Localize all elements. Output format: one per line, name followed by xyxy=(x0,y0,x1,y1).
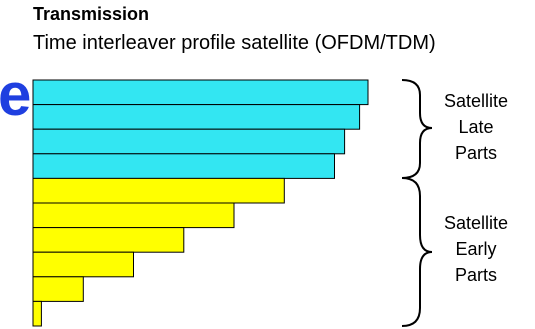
label-line: Parts xyxy=(454,265,497,285)
early-part-bar-6 xyxy=(32,300,42,327)
late-part-bar-1 xyxy=(32,79,369,106)
label-line: Satellite xyxy=(443,91,509,111)
late-part-bar-3 xyxy=(32,128,346,155)
satellite-late-parts-label: Satellite Late Parts xyxy=(428,88,524,166)
slide-heading: Transmission xyxy=(33,4,150,24)
late-parts-brace xyxy=(401,79,433,179)
early-part-bar-2 xyxy=(32,202,235,229)
satellite-early-parts-label: Satellite Early Parts xyxy=(428,210,524,288)
profile-bars xyxy=(32,79,369,327)
label-line: Late xyxy=(458,117,494,137)
early-parts-brace xyxy=(401,177,433,327)
label-line: Early xyxy=(455,239,497,259)
slide-subheading: Time interleaver profile satellite (OFDM… xyxy=(33,32,436,54)
early-part-bar-3 xyxy=(32,227,185,253)
early-part-bar-5 xyxy=(32,276,84,302)
late-part-bar-4 xyxy=(32,153,335,179)
early-part-bar-1 xyxy=(32,177,285,204)
late-part-bar-2 xyxy=(32,104,361,130)
label-line: Satellite xyxy=(443,213,509,233)
label-line: Parts xyxy=(454,143,497,163)
early-part-bar-4 xyxy=(32,251,134,278)
